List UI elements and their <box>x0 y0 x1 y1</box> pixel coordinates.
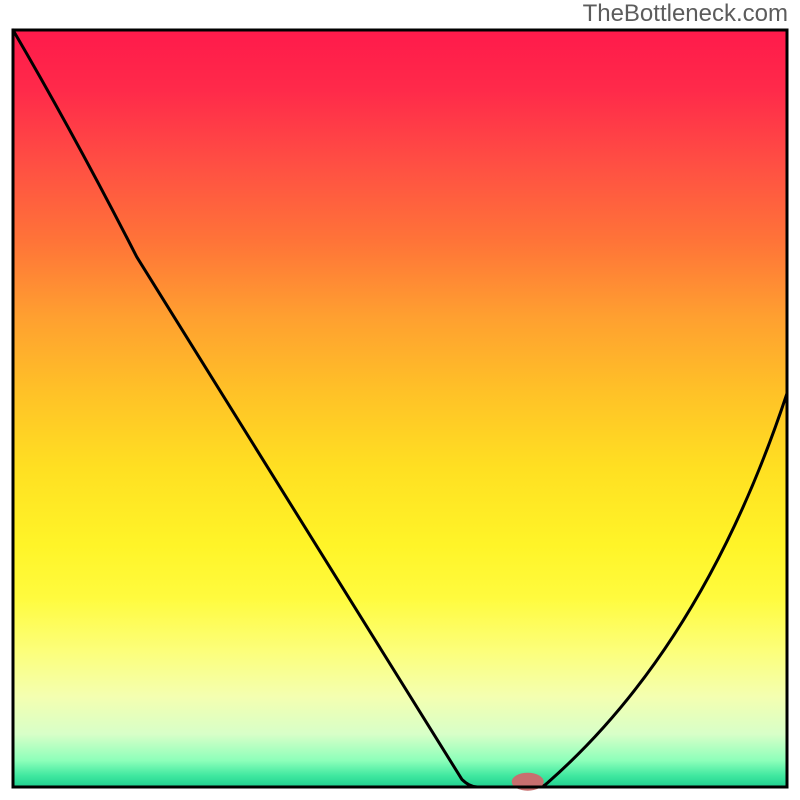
gradient-background <box>13 30 787 787</box>
watermark-text: TheBottleneck.com <box>583 0 788 28</box>
bottleneck-curve-chart <box>0 0 800 800</box>
chart-container: TheBottleneck.com <box>0 0 800 800</box>
